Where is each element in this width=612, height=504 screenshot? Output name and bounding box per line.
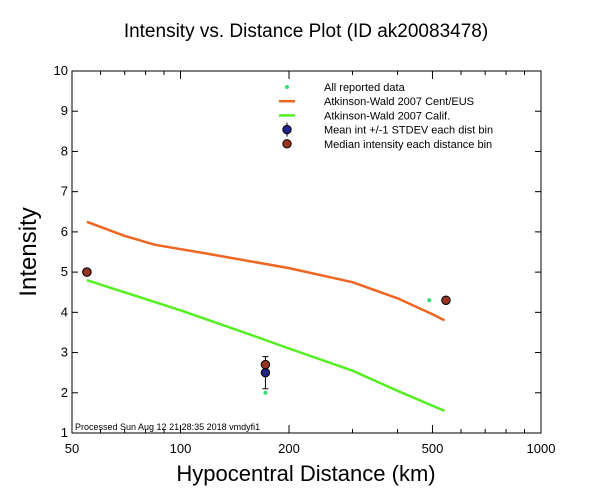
legend-label: All reported data	[324, 82, 406, 94]
legend-label: Median intensity each distance bin	[324, 139, 492, 151]
median-point	[82, 267, 92, 277]
legend-label: Atkinson-Wald 2007 Calif.	[324, 110, 450, 122]
y-tick-label: 3	[61, 345, 68, 360]
series-layer	[82, 220, 451, 413]
y-tick-label: 10	[54, 63, 68, 78]
y-tick-label: 6	[61, 224, 68, 239]
y-tick-label: 2	[61, 385, 68, 400]
median-point	[260, 359, 271, 370]
data-point	[427, 298, 432, 303]
y-tick-label: 5	[61, 264, 68, 279]
legend-marker	[282, 124, 292, 135]
processed-footnote: Processed Sun Aug 12 21:28:35 2018 vmdyf…	[75, 422, 260, 432]
x-axis-label: Hypocentral Distance (km)	[176, 461, 435, 486]
axis-ticks: 1 2 3 4 5 6 7 8 9 10 50 100 200 500 1000	[54, 63, 556, 456]
y-tick-label: 9	[61, 103, 68, 118]
y-tick-label: 8	[61, 143, 68, 158]
x-tick-label: 50	[65, 441, 79, 456]
chart-title: Intensity vs. Distance Plot (ID ak200834…	[124, 21, 488, 42]
y-axis-label: Intensity	[15, 207, 42, 296]
median-point	[441, 295, 451, 305]
legend: All reported data Atkinson-Wald 2007 Cent…	[279, 82, 493, 151]
legend-marker	[285, 85, 289, 89]
mean-point	[260, 367, 271, 378]
y-tick-label: 4	[61, 304, 68, 319]
x-tick-label: 1000	[527, 441, 556, 456]
series-line-2	[86, 279, 445, 413]
plot-frame	[71, 70, 542, 434]
legend-label: Mean int +/-1 STDEV each dist bin	[324, 125, 493, 137]
y-tick-label: 1	[61, 425, 68, 440]
y-tick-label: 7	[61, 184, 68, 199]
x-tick-label: 100	[170, 441, 192, 456]
legend-label: Atkinson-Wald 2007 Cent/EUS	[324, 96, 474, 108]
legend-marker	[282, 139, 292, 149]
series-line-1	[86, 220, 446, 322]
x-tick-label: 500	[422, 441, 444, 456]
x-tick-label: 200	[278, 441, 300, 456]
data-point	[263, 390, 268, 395]
